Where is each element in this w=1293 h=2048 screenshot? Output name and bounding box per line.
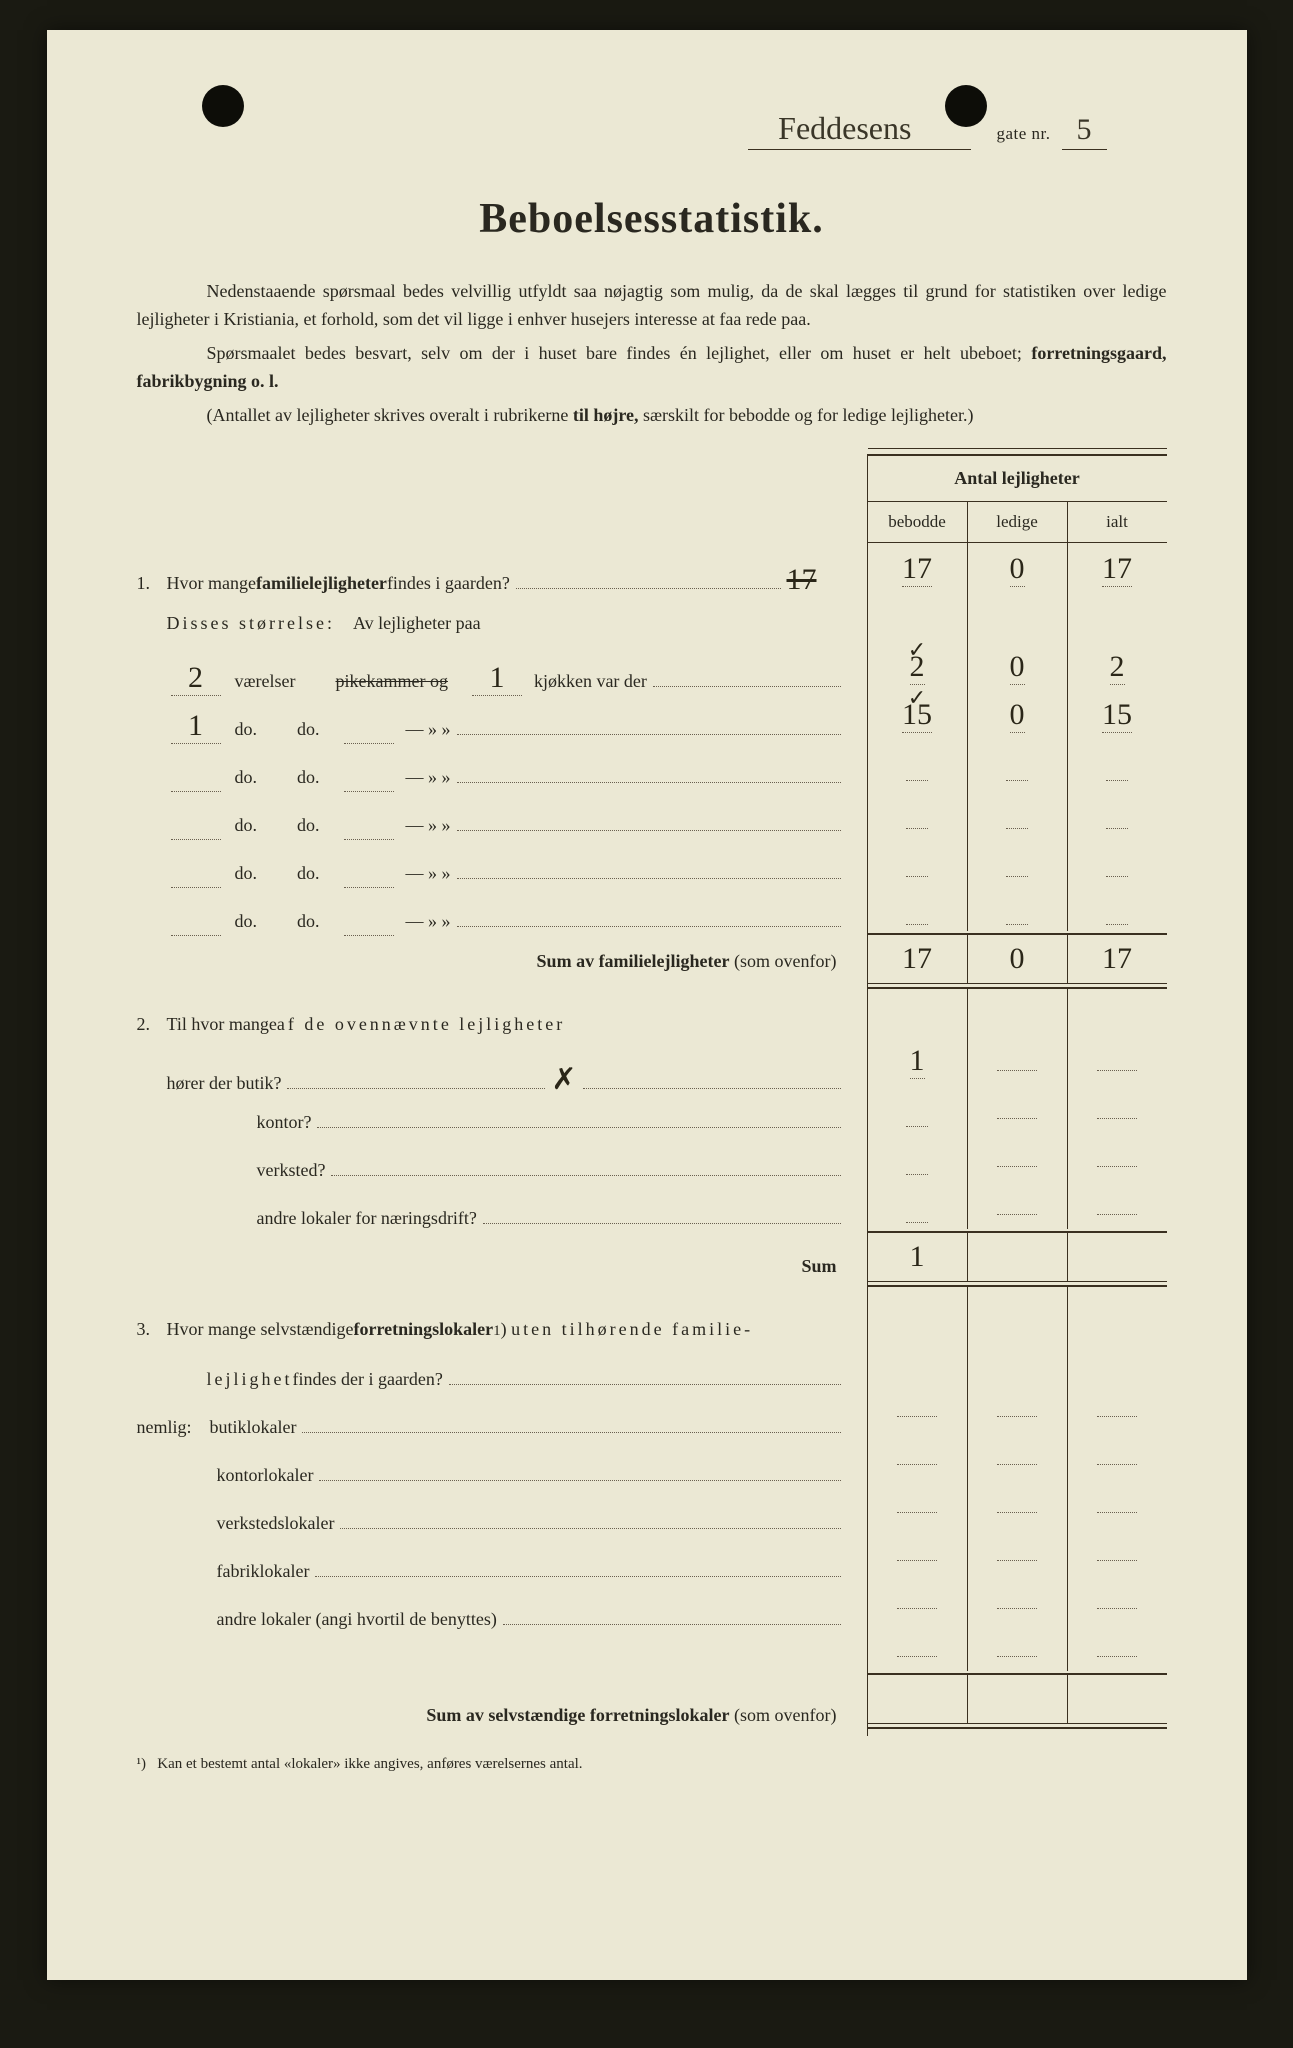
q3-data-row — [868, 1383, 1167, 1431]
q2-data-row — [868, 1085, 1167, 1133]
q3-row: andre lokaler (angi hvortil de benyttes) — [137, 1595, 847, 1643]
q3-data-row — [868, 1431, 1167, 1479]
q1-size-label: Disses størrelse: Av lejligheter paa — [137, 601, 847, 649]
gate-label: gate nr. — [996, 124, 1050, 143]
q2-data-row: 1 — [868, 1037, 1167, 1085]
q2-row: hører der butik?✗ — [137, 1050, 847, 1098]
q3-row: verkstedslokaler — [137, 1499, 847, 1547]
q3-row: kontorlokaler — [137, 1451, 847, 1499]
q3-row: fabriklokaler — [137, 1547, 847, 1595]
table-column: Antal lejligheter bebodde ledige ialt 17… — [867, 454, 1167, 1736]
table-header-title: Antal lejligheter — [868, 454, 1167, 502]
q1-data-row — [868, 787, 1167, 835]
footnote: ¹) Kan et bestemt antal «lokaler» ikke a… — [137, 1756, 1167, 1773]
q1-size-row: 2værelserpikekammer og1kjøkken var der — [137, 649, 847, 697]
q1-sum-data: 17 0 17 — [868, 935, 1167, 983]
q1-scratch: 17 — [787, 563, 817, 597]
q1-data-row — [868, 883, 1167, 931]
q1-data-row: ✓15015 — [868, 691, 1167, 739]
q1-size-row: do.do. — » » — [137, 793, 847, 841]
q1-size-row: 1do.do. — » » — [137, 697, 847, 745]
form-page: Feddesens gate nr. 5 Beboelsesstatistik.… — [47, 30, 1247, 1980]
q1-data-row: ✓202 — [868, 643, 1167, 691]
col-ialt: ialt — [1068, 502, 1167, 542]
intro-p2: Spørsmaalet bedes besvart, selv om der i… — [137, 340, 1167, 396]
q3-sum-data — [868, 1675, 1167, 1723]
q1-data-row — [868, 835, 1167, 883]
q2-row: verksted? — [137, 1146, 847, 1194]
intro-p3: (Antallet av lejligheter skrives overalt… — [137, 402, 1167, 430]
q2-row: kontor? — [137, 1098, 847, 1146]
q1-data: 17 0 17 — [868, 543, 1167, 595]
q3-nemlig: nemlig: butiklokaler — [137, 1403, 847, 1451]
q3-line1: 3. Hvor mange selvstændige forretningslo… — [137, 1307, 847, 1355]
intro-p1: Nedenstaaende spørsmaal bedes velvillig … — [137, 278, 1167, 334]
q2-data-row — [868, 1133, 1167, 1181]
q2-line1: 2. Til hvor mange af de ovennævnte lejli… — [137, 1002, 847, 1050]
q2-row: andre lokaler for næringsdrift? — [137, 1194, 847, 1242]
punch-hole-right — [945, 85, 987, 127]
form-title: Beboelsesstatistik. — [137, 195, 1167, 243]
table-header-sub: bebodde ledige ialt — [868, 502, 1167, 543]
q3-data-row — [868, 1575, 1167, 1623]
street-name: Feddesens — [748, 110, 971, 150]
q1-size-row: do.do. — » » — [137, 841, 847, 889]
gate-number: 5 — [1062, 113, 1107, 150]
q1-size-row: do.do. — » » — [137, 889, 847, 937]
questions-column: 1. Hvor mange familielejligheter findes … — [137, 454, 867, 1736]
q3-data-row — [868, 1479, 1167, 1527]
col-ledige: ledige — [968, 502, 1068, 542]
q1-sum-label: Sum av familielejligheter (som ovenfor) — [137, 937, 847, 982]
q1-data-row — [868, 739, 1167, 787]
q2-sum-label: Sum — [137, 1242, 847, 1287]
q1-size-row: do.do. — » » — [137, 745, 847, 793]
q2-data-row — [868, 1181, 1167, 1229]
col-bebodde: bebodde — [868, 502, 968, 542]
q1-line: 1. Hvor mange familielejligheter findes … — [137, 549, 847, 601]
q3-sum-label: Sum av selvstændige forretningslokaler (… — [137, 1691, 847, 1736]
main-grid: 1. Hvor mange familielejligheter findes … — [137, 454, 1167, 1736]
punch-hole-left — [202, 85, 244, 127]
q3-data-row — [868, 1527, 1167, 1575]
q3-line2: lejlighet findes der i gaarden? — [137, 1355, 847, 1403]
q2-sum-data: 1 — [868, 1233, 1167, 1281]
